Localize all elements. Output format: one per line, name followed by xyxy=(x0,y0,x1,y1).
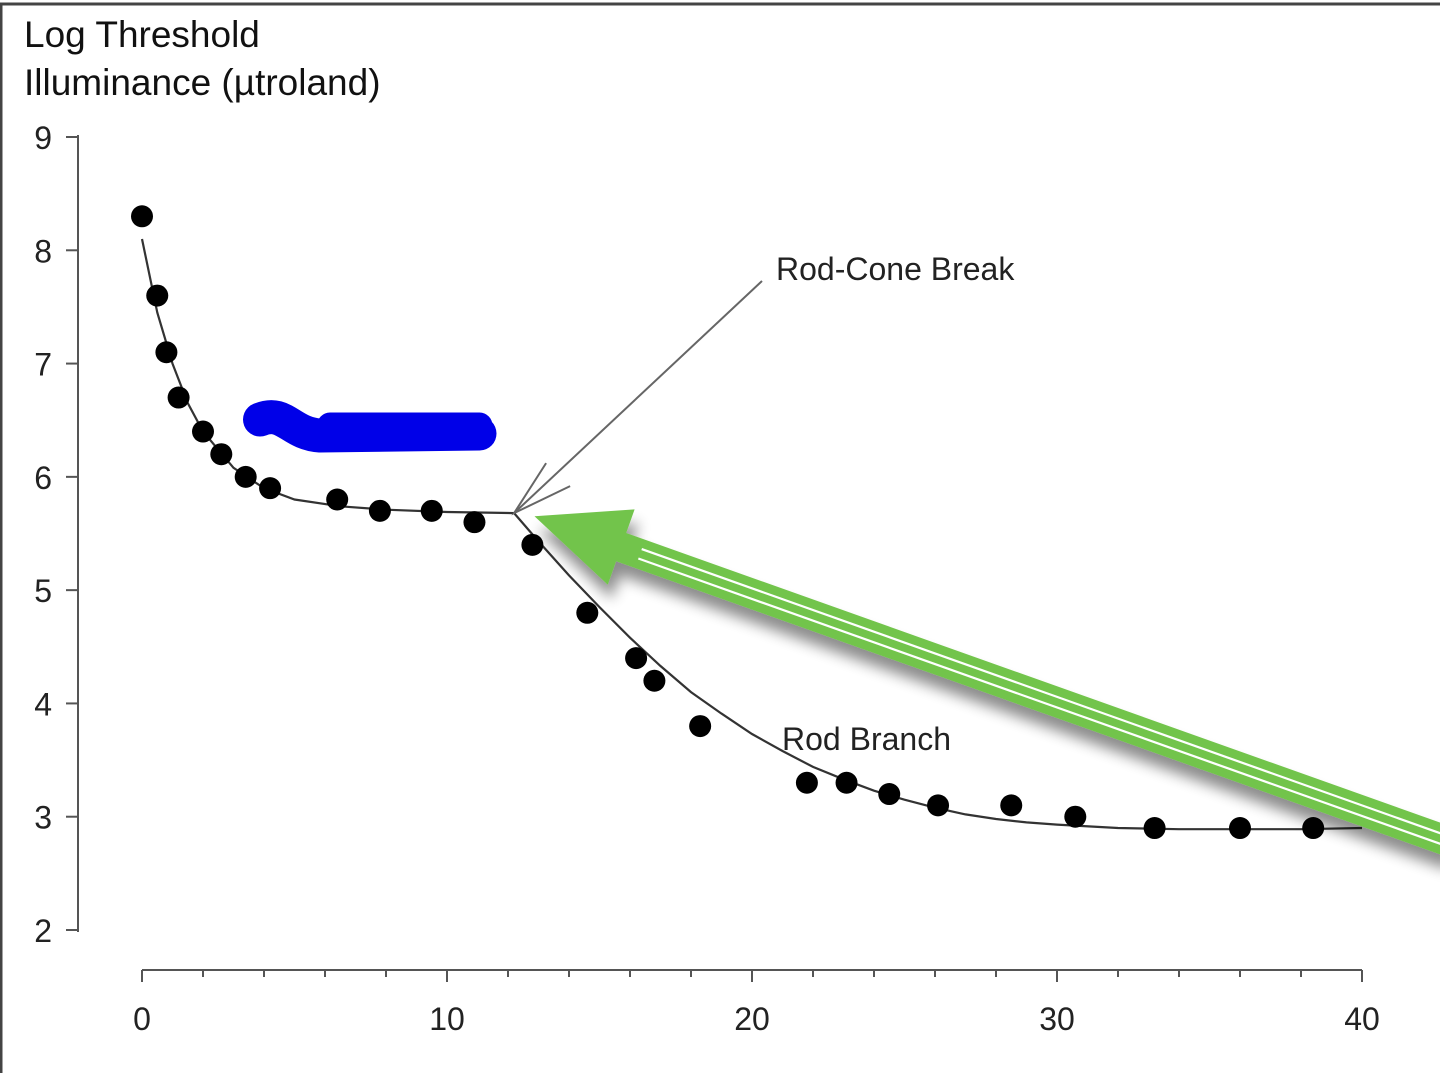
y-tick-label-9: 9 xyxy=(34,120,52,156)
data-point-5 xyxy=(192,421,214,443)
data-point-22 xyxy=(1000,794,1022,816)
data-point-6 xyxy=(210,443,232,465)
data-point-16 xyxy=(643,670,665,692)
x-tick-label-40: 40 xyxy=(1344,1001,1380,1037)
data-point-19 xyxy=(836,772,858,794)
x-tick-label-0: 0 xyxy=(133,1001,151,1037)
image-border xyxy=(1,4,1440,1073)
data-point-25 xyxy=(1229,817,1251,839)
y-tick-label-8: 8 xyxy=(34,233,52,269)
data-point-12 xyxy=(463,511,485,533)
data-point-7 xyxy=(235,466,257,488)
data-point-15 xyxy=(625,647,647,669)
x-tick-label-10: 10 xyxy=(429,1001,465,1037)
y-tick-label-4: 4 xyxy=(34,686,52,722)
data-point-8 xyxy=(259,477,281,499)
x-tick-label-30: 30 xyxy=(1039,1001,1075,1037)
rod-branch-label: Rod Branch xyxy=(782,721,951,757)
data-point-1 xyxy=(131,205,153,227)
data-point-2 xyxy=(146,285,168,307)
y-tick-label-3: 3 xyxy=(34,800,52,836)
data-point-18 xyxy=(796,772,818,794)
data-point-24 xyxy=(1144,817,1166,839)
data-point-23 xyxy=(1064,806,1086,828)
data-point-11 xyxy=(421,500,443,522)
data-point-3 xyxy=(155,341,177,363)
rod-cone-break-leader xyxy=(514,281,762,513)
y-axis-label-line-1: Log Threshold xyxy=(24,16,260,53)
data-point-14 xyxy=(576,602,598,624)
data-point-10 xyxy=(369,500,391,522)
y-tick-label-2: 2 xyxy=(34,913,52,949)
green-arrow xyxy=(535,509,1440,856)
data-point-13 xyxy=(521,534,543,556)
annotation-layer: Rod-Cone Break Rod Branch xyxy=(514,251,1015,757)
data-point-9 xyxy=(326,489,348,511)
data-point-17 xyxy=(689,715,711,737)
x-tick-label-20: 20 xyxy=(734,1001,770,1037)
y-tick-label-7: 7 xyxy=(34,347,52,383)
data-point-21 xyxy=(927,794,949,816)
data-point-26 xyxy=(1302,817,1324,839)
data-point-4 xyxy=(168,387,190,409)
rod-cone-break-label: Rod-Cone Break xyxy=(776,251,1015,287)
y-tick-label-6: 6 xyxy=(34,460,52,496)
y-axis-label-line-2: Illuminance (µtroland) xyxy=(24,64,381,101)
y-tick-label-5: 5 xyxy=(34,573,52,609)
data-point-20 xyxy=(878,783,900,805)
